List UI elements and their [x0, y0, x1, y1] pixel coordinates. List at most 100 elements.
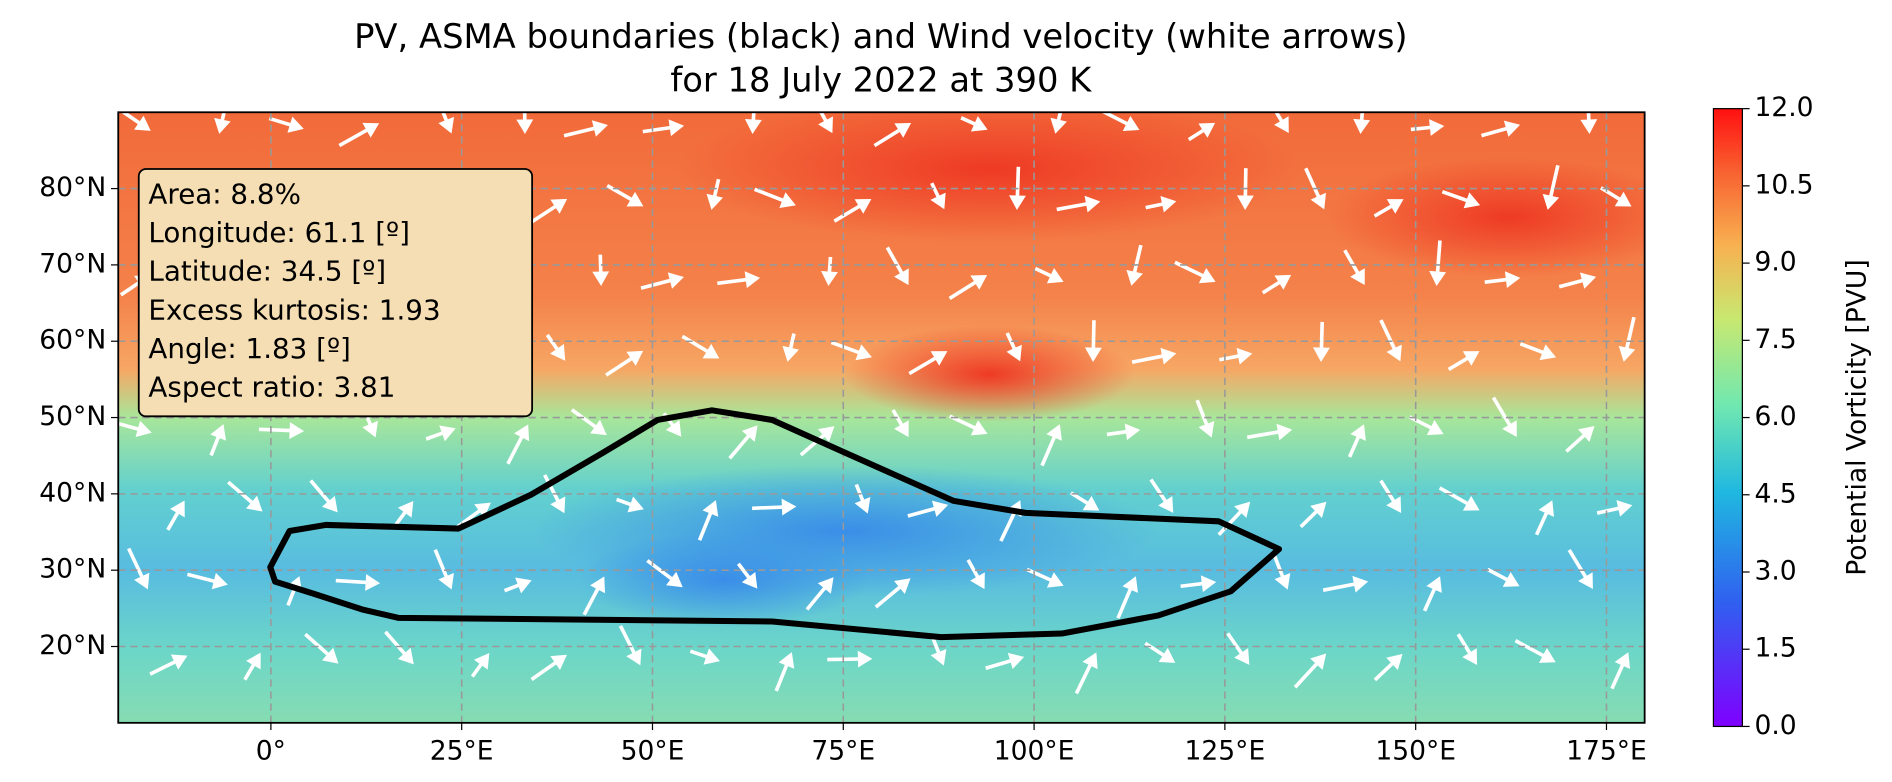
arrow-head — [473, 652, 490, 670]
arrow-head — [1158, 496, 1174, 513]
wind-arrow — [689, 648, 720, 665]
x-tick-label: 25°E — [430, 735, 494, 766]
wind-arrow — [435, 112, 455, 134]
arrow-head — [438, 572, 454, 590]
wind-arrow — [1534, 500, 1554, 536]
wind-arrow — [1050, 112, 1067, 134]
arrow-head — [1084, 347, 1102, 363]
arrow-head — [970, 572, 985, 590]
y-tick-label: 40°N — [39, 477, 106, 508]
title-line: PV, ASMA boundaries (black) and Wind vel… — [354, 17, 1408, 56]
arrow-head — [1503, 120, 1521, 137]
arrow-head — [1462, 495, 1480, 511]
wind-arrow — [1373, 653, 1403, 682]
wind-arrow — [1236, 168, 1254, 211]
arrow-head — [821, 270, 838, 287]
arrow-head — [550, 344, 566, 361]
wind-arrow — [1265, 112, 1289, 133]
arrow-head — [591, 120, 608, 137]
y-tick-label: 50°N — [39, 401, 106, 432]
arrow-head — [1274, 573, 1291, 590]
wind-arrow — [873, 122, 912, 148]
arrow-head — [666, 571, 683, 588]
arrow-head — [1313, 347, 1330, 363]
wind-arrow — [1272, 553, 1291, 590]
pv-low — [579, 530, 869, 628]
arrow-head — [703, 648, 720, 665]
wind-arrow — [1514, 639, 1556, 663]
wind-arrow — [1429, 240, 1447, 287]
wind-arrow — [799, 426, 835, 457]
pv-high — [844, 325, 1135, 423]
wind-arrow — [1126, 244, 1143, 286]
arrow-head — [744, 271, 761, 289]
info-lines: Area: 8.8% Longitude: 61.1 [º] Latitude: 3… — [148, 178, 440, 404]
arrow-head — [854, 199, 872, 214]
arrow-head — [894, 122, 912, 138]
wind-arrow — [516, 112, 534, 134]
arrow-head — [702, 500, 719, 517]
arrow-head — [1234, 501, 1251, 518]
arrow-head — [1426, 576, 1442, 593]
wind-arrow — [545, 333, 566, 361]
arrow-head — [1542, 193, 1560, 210]
arrow-head — [931, 500, 949, 517]
arrow-head — [1126, 269, 1143, 286]
wind-arrow — [149, 654, 188, 676]
arrow-head — [665, 419, 682, 437]
arrow-head — [170, 500, 185, 518]
arrow-head — [1618, 345, 1636, 362]
arrow-head — [627, 496, 644, 513]
wind-arrow — [642, 119, 685, 137]
arrow-head — [1046, 424, 1062, 441]
wind-arrow — [1313, 321, 1330, 363]
arrow-head — [1538, 500, 1554, 517]
colorbar-tick-label: 3.0 — [1754, 555, 1796, 586]
title-line: for 18 July 2022 at 390 K — [670, 61, 1092, 100]
arrow-head — [1050, 117, 1067, 134]
wind-arrow — [782, 333, 799, 362]
arrow-head — [134, 115, 151, 131]
wind-arrow — [570, 408, 607, 436]
wind-arrow — [891, 409, 909, 438]
arrow-head — [514, 424, 530, 442]
arrow-head — [781, 498, 797, 516]
arrow-head — [289, 422, 305, 439]
wind-arrow — [1008, 166, 1026, 211]
pv-high — [1327, 156, 1645, 278]
arrow-head — [1426, 420, 1444, 436]
arrow-head — [1353, 118, 1371, 134]
colorbar-tick-label: 4.5 — [1754, 478, 1796, 509]
arrow-head — [592, 271, 610, 287]
wind-arrow — [338, 122, 380, 148]
arrow-head — [134, 572, 150, 590]
arrow-head — [668, 119, 685, 137]
wind-arrow — [615, 496, 644, 513]
arrow-head — [322, 647, 339, 664]
x-tick-label: 125°E — [1185, 735, 1266, 766]
y-tick-label: 20°N — [39, 630, 106, 661]
arrow-head — [1386, 496, 1402, 513]
colorbar-tick-label: 0.0 — [1754, 710, 1796, 741]
wind-arrow — [985, 652, 1025, 670]
arrow-head — [1386, 653, 1403, 670]
wind-arrow — [470, 652, 490, 678]
arrow-head — [857, 650, 873, 668]
arrow-head — [1310, 653, 1327, 670]
arrow-head — [135, 420, 152, 438]
wind-arrow — [1299, 501, 1327, 529]
wind-arrow — [1106, 423, 1141, 441]
wind-arrow — [948, 274, 988, 300]
y-tick-label: 30°N — [39, 554, 106, 585]
arrow-head — [779, 192, 796, 209]
wind-arrow — [1217, 501, 1251, 536]
arrow-head — [438, 116, 455, 134]
wind-arrow — [118, 112, 151, 131]
wind-arrow — [1226, 632, 1250, 665]
wind-arrow — [503, 577, 532, 594]
colorbar-tick-label: 7.5 — [1754, 324, 1796, 355]
arrow-head — [626, 350, 644, 366]
wind-arrow — [821, 256, 838, 287]
arrow-head — [970, 116, 988, 132]
